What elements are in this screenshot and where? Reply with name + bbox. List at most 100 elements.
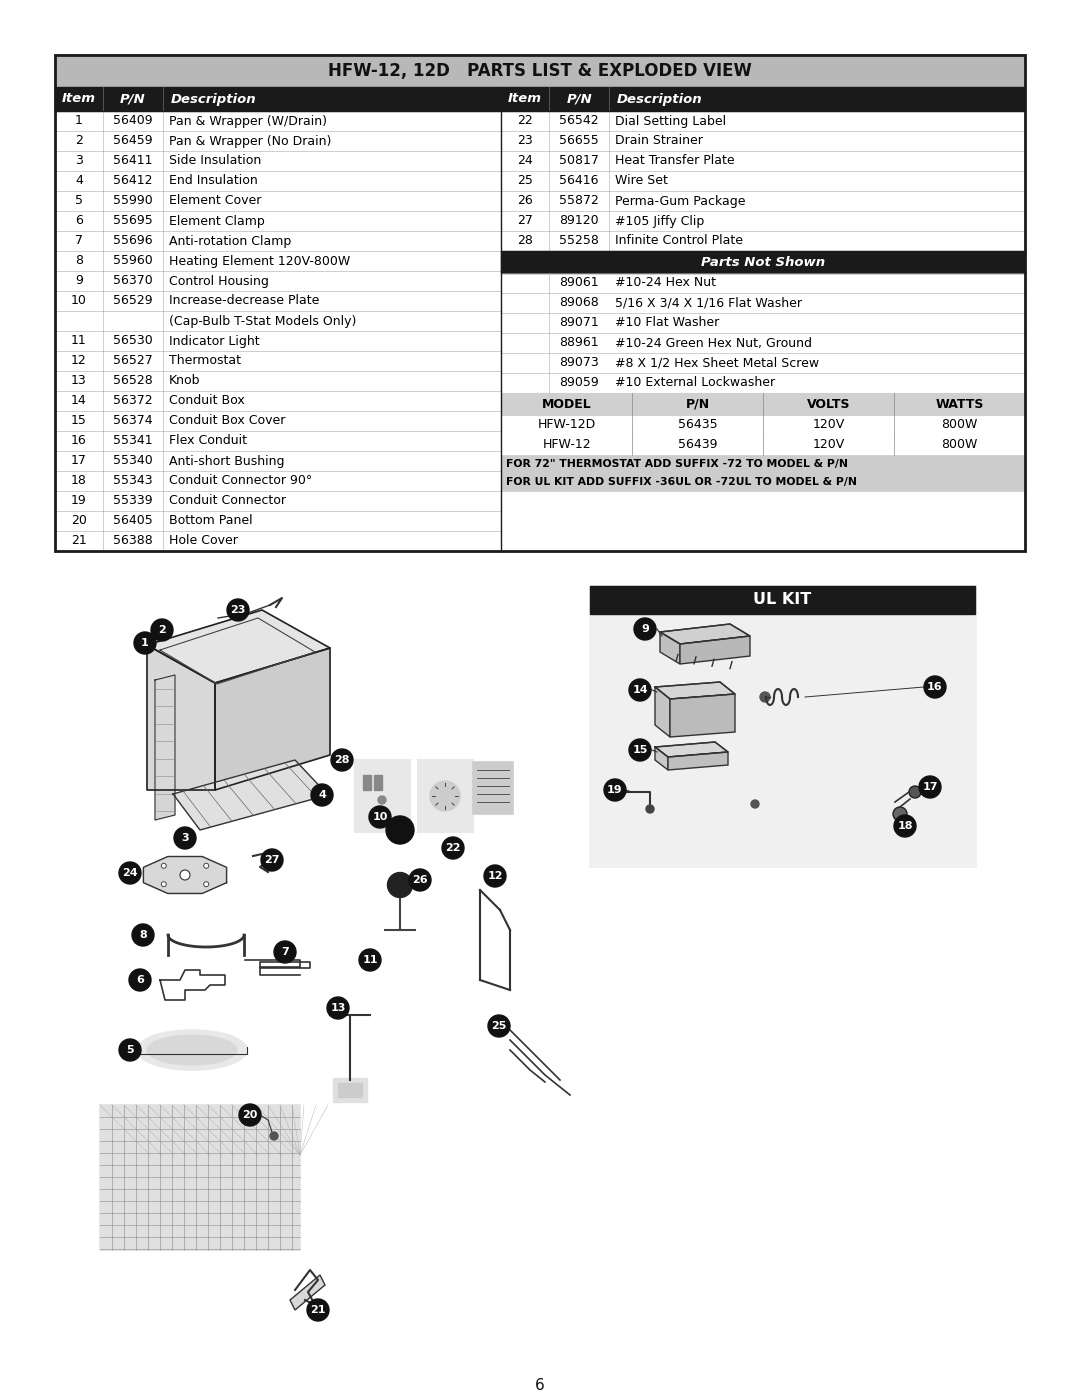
Text: Pan & Wrapper (W/Drain): Pan & Wrapper (W/Drain): [168, 115, 327, 127]
Text: #10-24 Hex Nut: #10-24 Hex Nut: [616, 277, 716, 289]
Text: UL KIT: UL KIT: [754, 592, 812, 608]
Text: Heating Element 120V-800W: Heating Element 120V-800W: [168, 254, 350, 267]
Polygon shape: [291, 1275, 325, 1310]
Text: 1: 1: [76, 115, 83, 127]
Text: Item: Item: [62, 92, 96, 106]
Bar: [100, 1105, 300, 1250]
Circle shape: [161, 863, 166, 869]
Circle shape: [409, 869, 431, 891]
Text: #10-24 Green Hex Nut, Ground: #10-24 Green Hex Nut, Ground: [616, 337, 812, 349]
Text: 3: 3: [181, 833, 189, 842]
Circle shape: [359, 949, 381, 971]
Text: 56416: 56416: [559, 175, 599, 187]
Text: Element Clamp: Element Clamp: [168, 215, 265, 228]
Circle shape: [174, 827, 195, 849]
Polygon shape: [215, 648, 330, 789]
Text: #10 External Lockwasher: #10 External Lockwasher: [616, 377, 775, 390]
Circle shape: [488, 1016, 510, 1037]
Bar: [55, 54, 1025, 550]
Bar: [374, 775, 382, 789]
Text: 19: 19: [71, 495, 86, 507]
Text: Conduit Box Cover: Conduit Box Cover: [168, 415, 285, 427]
Text: 8: 8: [139, 930, 147, 940]
Text: 3: 3: [76, 155, 83, 168]
Text: 56374: 56374: [113, 415, 152, 427]
Text: Wire Set: Wire Set: [616, 175, 669, 187]
Circle shape: [161, 882, 166, 887]
Polygon shape: [654, 747, 669, 770]
Text: Hole Cover: Hole Cover: [168, 535, 238, 548]
Text: Heat Transfer Plate: Heat Transfer Plate: [616, 155, 734, 168]
Bar: [501, 393, 1025, 415]
Bar: [355, 760, 410, 833]
Ellipse shape: [388, 873, 413, 897]
Text: 56529: 56529: [113, 295, 152, 307]
Text: 56405: 56405: [113, 514, 153, 528]
Circle shape: [129, 970, 151, 990]
Circle shape: [629, 739, 651, 761]
Text: 4: 4: [319, 789, 326, 800]
Circle shape: [239, 1104, 261, 1126]
Text: Dial Setting Label: Dial Setting Label: [616, 115, 727, 127]
Circle shape: [442, 837, 464, 859]
Text: 13: 13: [330, 1003, 346, 1013]
Text: 120V: 120V: [812, 439, 845, 451]
Text: 2: 2: [76, 134, 83, 148]
Text: Bottom Panel: Bottom Panel: [168, 514, 253, 528]
Circle shape: [604, 780, 626, 800]
Circle shape: [893, 807, 907, 821]
Circle shape: [119, 1039, 141, 1060]
Text: 18: 18: [897, 821, 913, 831]
Text: 24: 24: [517, 155, 534, 168]
Bar: [501, 434, 1025, 455]
Text: 16: 16: [71, 434, 86, 447]
Circle shape: [311, 784, 333, 806]
Bar: [55, 87, 501, 110]
Text: 15: 15: [71, 415, 86, 427]
Text: 89120: 89120: [559, 215, 599, 228]
Polygon shape: [670, 694, 735, 738]
Text: 26: 26: [517, 194, 534, 208]
Polygon shape: [173, 760, 328, 830]
Ellipse shape: [378, 796, 386, 805]
Circle shape: [119, 862, 141, 884]
Text: #105 Jiffy Clip: #105 Jiffy Clip: [616, 215, 704, 228]
Text: 56528: 56528: [113, 374, 153, 387]
Bar: [590, 585, 975, 615]
Text: 5: 5: [75, 194, 83, 208]
Text: 800W: 800W: [942, 419, 977, 432]
Text: Anti-short Bushing: Anti-short Bushing: [168, 454, 284, 468]
Text: 56411: 56411: [113, 155, 152, 168]
Text: 22: 22: [517, 115, 534, 127]
Text: 800W: 800W: [942, 439, 977, 451]
Text: Conduit Connector 90°: Conduit Connector 90°: [168, 475, 312, 488]
Text: 55339: 55339: [113, 495, 152, 507]
Circle shape: [227, 599, 249, 622]
Text: Increase-decrease Plate: Increase-decrease Plate: [168, 295, 320, 307]
Text: 11: 11: [71, 334, 86, 348]
Text: 56388: 56388: [113, 535, 153, 548]
Text: 9: 9: [76, 274, 83, 288]
Polygon shape: [654, 742, 728, 757]
Circle shape: [132, 923, 154, 946]
Text: 5/16 X 3/4 X 1/16 Flat Washer: 5/16 X 3/4 X 1/16 Flat Washer: [616, 296, 802, 310]
Circle shape: [307, 1299, 329, 1322]
Text: #8 X 1/2 Hex Sheet Metal Screw: #8 X 1/2 Hex Sheet Metal Screw: [616, 356, 820, 369]
Text: Description: Description: [171, 92, 257, 106]
Text: 56530: 56530: [113, 334, 153, 348]
Text: 16: 16: [928, 682, 943, 692]
Bar: [363, 775, 372, 789]
Text: 8: 8: [75, 254, 83, 267]
Polygon shape: [660, 631, 680, 664]
Bar: [473, 761, 513, 814]
Text: 2: 2: [158, 624, 166, 636]
Text: 27: 27: [517, 215, 534, 228]
Text: 15: 15: [632, 745, 648, 754]
Text: 56409: 56409: [113, 115, 152, 127]
Text: 25: 25: [491, 1021, 507, 1031]
Text: 22: 22: [445, 842, 461, 854]
Text: MODEL: MODEL: [542, 398, 592, 411]
Text: 56370: 56370: [113, 274, 153, 288]
Text: 56439: 56439: [678, 439, 717, 451]
Polygon shape: [660, 624, 750, 644]
